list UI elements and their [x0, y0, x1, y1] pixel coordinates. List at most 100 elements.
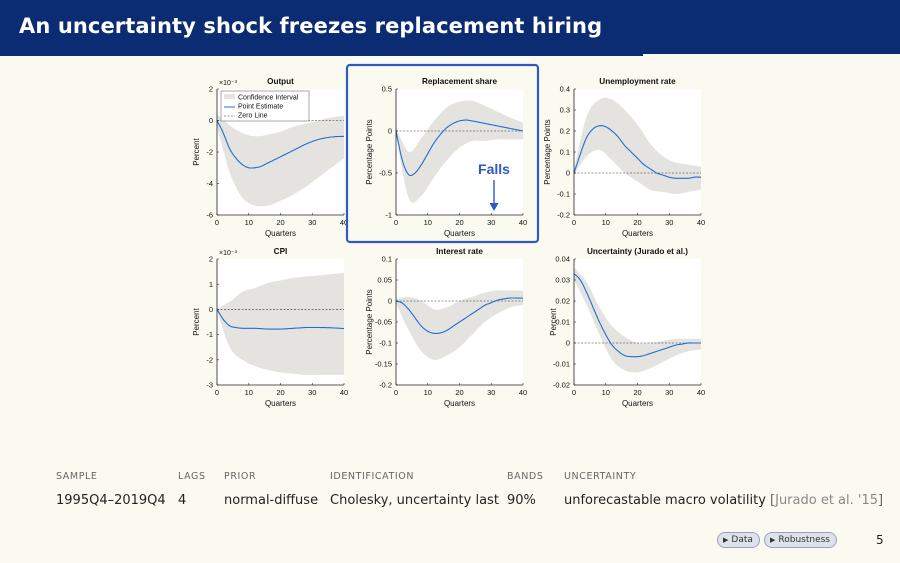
confidence-band	[217, 114, 344, 207]
panel-output: 0 10 20 30 4020-2-4-6OutputQuartersPercent×1…	[192, 77, 348, 238]
x-tick-label: 0	[215, 218, 219, 227]
y-tick-label: -0.05	[375, 318, 392, 327]
y-axis-label: Percent	[192, 307, 201, 335]
y-tick-label: -0.2	[557, 211, 570, 220]
impulse-response-figure: 0 10 20 30 4020-2-4-6OutputQuartersPercent×1…	[192, 63, 705, 408]
confidence-band	[217, 272, 344, 375]
citation-link[interactable]: Jurado et al. '15	[775, 493, 879, 508]
y-tick-label: -0.01	[553, 360, 570, 369]
uncertainty-text: unforecastable macro volatility	[564, 493, 766, 508]
y-tick-label: -1	[206, 330, 213, 339]
x-axis-label: Quarters	[444, 229, 475, 238]
legend-entry: Confidence Interval	[238, 95, 299, 102]
table-value-prior: normal-diffuse	[224, 493, 319, 508]
point-estimate-line	[216, 120, 344, 169]
y-tick-label: 2	[209, 255, 213, 264]
legend: Confidence Interval Point Estimate Zero Li…	[220, 90, 310, 122]
y-tick-label: 0	[388, 297, 392, 306]
x-tick-label: 40	[340, 218, 348, 227]
x-tick-label: 30	[487, 218, 495, 227]
x-tick-label: 10	[245, 388, 253, 397]
triangle-right-icon: ▶	[723, 536, 729, 544]
point-estimate-line	[395, 119, 524, 177]
confidence-band	[396, 290, 523, 360]
y-tick-label: 0.05	[377, 276, 392, 285]
y-tick-label: -0.1	[379, 339, 392, 348]
chart-title: Interest rate	[436, 247, 483, 256]
y-tick-label: -6	[206, 211, 213, 220]
x-tick-label: 0	[215, 388, 219, 397]
y-tick-label: 2	[209, 85, 213, 94]
x-tick-label: 20	[633, 388, 641, 397]
x-axis-label: Quarters	[265, 399, 296, 408]
point-estimate-line	[216, 309, 345, 330]
x-tick-label: 10	[245, 218, 253, 227]
x-tick-label: 30	[308, 388, 316, 397]
y-tick-label: -0.02	[553, 381, 570, 390]
point-estimate-line	[573, 273, 701, 358]
panel-uncertainty-jurado-et-al: 0 10 20 30 40 0.04 0.03 0.02 0.01 0 -0.01 -0.02 Unce…	[549, 247, 705, 408]
y-tick-label: 0.4	[560, 85, 570, 94]
highlight-box	[345, 63, 540, 244]
point-estimate-line	[573, 125, 701, 179]
confidence-band	[396, 100, 523, 203]
panel-cpi: 0 10 20 30 40210-1-2-3CPIQuartersPercent×10⁻…	[192, 247, 348, 408]
y-tick-label: 0.04	[555, 255, 570, 264]
table-header-sample: SAMPLE	[56, 471, 98, 482]
x-tick-label: 0	[572, 218, 576, 227]
x-tick-label: 0	[394, 388, 398, 397]
y-tick-label: 0.1	[560, 148, 570, 157]
y-tick-label: 0	[566, 339, 570, 348]
chart-title: Unemployment rate	[599, 77, 676, 86]
y-tick-label: -0.15	[375, 360, 392, 369]
x-tick-label: 30	[665, 388, 673, 397]
x-axis-label: Quarters	[265, 229, 296, 238]
x-tick-label: 40	[519, 218, 527, 227]
y-tick-label: 0.01	[555, 318, 570, 327]
legend-swatch-band	[224, 94, 235, 99]
y-tick-label: 1	[209, 280, 213, 289]
x-tick-label: 10	[424, 388, 432, 397]
falls-annotation: Falls	[478, 161, 510, 177]
table-value-sample: 1995Q4–2019Q4	[56, 493, 166, 508]
x-tick-label: 30	[308, 218, 316, 227]
y-tick-label: 0.1	[382, 255, 392, 264]
y-tick-label: 0.5	[382, 85, 392, 94]
x-tick-label: 20	[455, 218, 463, 227]
y-tick-label: -0.1	[557, 190, 570, 199]
x-tick-label: 30	[487, 388, 495, 397]
table-value-bands: 90%	[507, 493, 536, 508]
legend-entry: Zero Line	[238, 113, 268, 120]
robustness-nav-label: Robustness	[778, 535, 830, 545]
y-tick-label: -0.5	[379, 169, 392, 178]
y-tick-label: -2	[206, 355, 213, 364]
y-tick-label: 0	[566, 169, 570, 178]
y-tick-label: -2	[206, 148, 213, 157]
x-tick-label: 20	[276, 218, 284, 227]
chart-title: CPI	[274, 247, 288, 256]
table-value-lags: 4	[178, 493, 187, 508]
falls-arrow-head	[489, 203, 499, 211]
page-number: 5	[876, 533, 884, 547]
y-axis-label: Percentage Points	[543, 119, 552, 184]
x-tick-label: 40	[340, 388, 348, 397]
point-estimate-line	[395, 297, 523, 335]
y-axis-label: Percent	[549, 307, 558, 335]
y-tick-label: -3	[206, 381, 213, 390]
citation-open-bracket: [	[770, 493, 776, 508]
data-nav-button[interactable]: ▶ Data	[717, 532, 760, 548]
panel-unemployment-rate: 0 10 20 30 40 0.4 0.3 0.2 0.1 0 -0.1 -0.2 Unemployme…	[543, 77, 705, 238]
robustness-nav-button[interactable]: ▶ Robustness	[764, 532, 837, 548]
chart-title: Uncertainty (Jurado et al.)	[587, 247, 688, 256]
x-tick-label: 40	[697, 218, 705, 227]
y-tick-label: 0.03	[555, 276, 570, 285]
title-bar: An uncertainty shock freezes replacement…	[0, 0, 900, 54]
confidence-band	[574, 97, 701, 194]
table-header-lags: LAGS	[178, 471, 206, 482]
x-tick-label: 30	[665, 218, 673, 227]
x-tick-label: 10	[424, 218, 432, 227]
title-rule	[0, 54, 643, 56]
y-tick-label: 0.2	[560, 127, 570, 136]
x-tick-label: 0	[394, 218, 398, 227]
y-tick-label: 0	[209, 305, 213, 314]
